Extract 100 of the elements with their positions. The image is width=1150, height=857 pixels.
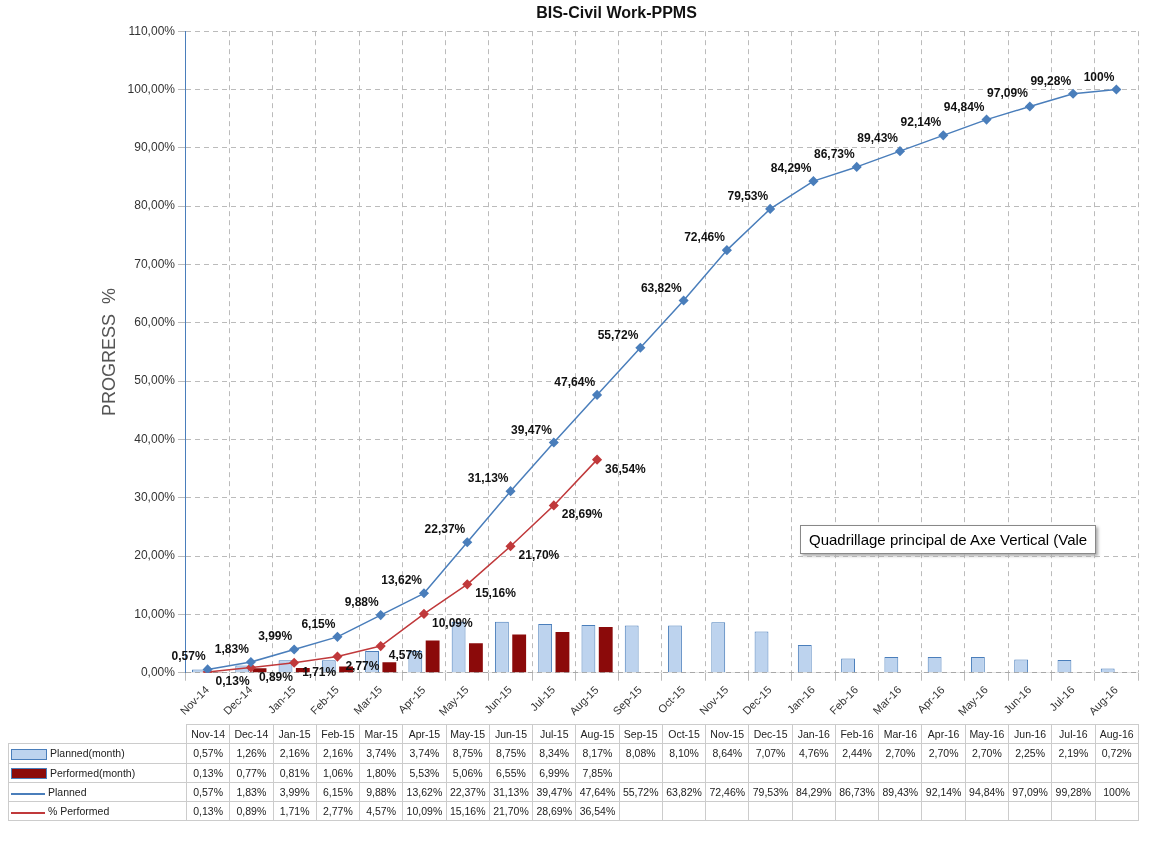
y-tick-label: 60,00% [134,315,176,330]
y-tick-label: 90,00% [134,140,176,155]
text: 21,70% [518,548,560,563]
category-label: Mar-16 [883,728,917,740]
text: 28,69% [561,507,603,522]
y-tick-label: 30,00% [134,490,176,505]
data-label: 2,70% [921,743,966,764]
data-label: 4,57% [359,801,403,821]
data-label: 1,26% [229,743,273,764]
chart-title: BIS-Civil Work-PPMS [536,4,698,22]
text: 99,28% [1030,73,1072,88]
legend-label: Planned(month) [50,747,125,759]
annotation: Quadrillage principal de Axe Vertical (Vale [800,525,1097,554]
data-label: 2,70% [965,743,1009,764]
category-label: Jun-16 [1014,728,1047,740]
data-label: 0,89% [229,801,273,821]
y-tick-label: 100,00% [127,81,176,96]
data-label: 1,80% [359,763,403,783]
data-label: 8,17% [575,743,620,764]
category-label: Nov-14 [191,728,226,740]
text: 10,09% [431,615,473,630]
data-label: 15,16% [446,801,490,821]
data-label: 2,16% [273,743,317,764]
data-label: 36,54% [575,801,620,821]
data-label: 7,85% [575,763,620,783]
data-label: 8,75% [446,743,490,764]
data-label: 0,13% [186,763,230,783]
text: 55,72% [597,327,639,342]
text: 92,14% [900,115,942,130]
data-label: 6,55% [489,763,533,783]
y-tick-label: 40,00% [134,431,176,446]
text: 22,37% [424,522,466,537]
category-label: Nov-15 [710,728,745,740]
data-label: 55,72% [619,782,663,802]
text: 2,77% [345,658,380,673]
data-label: 10,09% [402,801,447,821]
data-label: 22,37% [446,782,490,802]
category-label: Aug-15 [580,728,615,740]
data-label: 100% [1095,782,1139,802]
text: 3,99% [258,629,293,644]
data-label: 1,83% [229,782,273,802]
text: 13,62% [381,573,422,588]
text: 1,83% [214,642,249,657]
category-label: Apr-15 [408,728,441,740]
data-label: 1,71% [273,801,317,821]
data-label: 2,77% [316,801,360,821]
text: 84,29% [770,161,812,176]
category-label: May-15 [450,728,486,740]
legend-label: Performed(month) [50,766,136,779]
data-label: 5,53% [402,763,447,783]
text: 9,88% [344,595,379,610]
data-label: 8,75% [489,743,533,764]
text: 0,13% [215,673,250,688]
data-label: 2,19% [1051,743,1096,764]
data-label: 2,44% [835,743,879,764]
y-tick-label: 20,00% [134,548,176,563]
category-label: Jul-15 [539,728,569,740]
data-label: 13,62% [402,782,447,802]
data-label: 6,15% [316,782,360,802]
data-label: 6,99% [532,763,576,783]
y-tick-label: 10,00% [134,606,176,621]
data-label: 63,82% [662,782,706,802]
data-label: 89,43% [878,782,922,802]
category-label: Aug-16 [1099,728,1134,740]
text: 36,54% [605,461,646,476]
data-label: 3,74% [359,743,403,764]
y-tick-label: 110,00% [128,23,176,38]
data-label: 2,70% [878,743,922,764]
category-label: Dec-15 [753,728,788,740]
data-label: 0,77% [229,763,273,783]
data-label: 86,73% [835,782,879,802]
text: 63,82% [640,280,682,295]
data-label: 0,81% [273,763,317,783]
category-label: Apr-16 [927,728,960,740]
text: 39,47% [511,422,552,437]
legend-label: Planned [48,786,87,799]
data-label: 99,28% [1051,782,1096,802]
category-label: Oct-15 [668,728,700,740]
category-label: Dec-14 [234,728,269,740]
data-label: 8,64% [705,743,749,764]
text: 86,73% [814,146,855,161]
text: 6,15% [301,616,336,631]
text: 1,71% [302,664,337,679]
data-label: 8,10% [662,743,706,764]
data-label: 72,46% [705,782,749,802]
data-label: 94,84% [965,782,1009,802]
category-label: Feb-16 [840,728,874,740]
data-label: 31,13% [489,782,533,802]
data-label: 2,16% [316,743,360,764]
y-tick-label: 70,00% [134,256,176,271]
category-label: Jan-16 [797,728,830,740]
data-label: 0,57% [186,743,230,764]
text: 0,89% [258,669,293,684]
y-tick-label: 50,00% [134,373,176,388]
data-label: 28,69% [532,801,576,821]
data-label: 7,07% [748,743,793,764]
y-axis-title: PROGRESS % [98,287,119,416]
y-tick-label: 0,00% [140,665,176,680]
text: 100% [1083,69,1115,84]
data-label: 97,09% [1008,782,1052,802]
